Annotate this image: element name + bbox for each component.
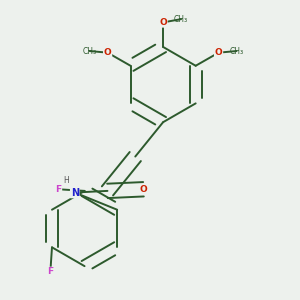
Text: O: O [215,48,222,57]
Text: N: N [71,188,79,197]
Text: O: O [104,48,112,57]
Text: F: F [47,267,53,276]
Text: O: O [159,18,167,27]
Text: O: O [140,185,147,194]
Text: CH₃: CH₃ [174,15,188,24]
Text: CH₃: CH₃ [82,46,97,56]
Text: H: H [64,176,69,184]
Text: F: F [55,185,61,194]
Text: CH₃: CH₃ [230,46,244,56]
